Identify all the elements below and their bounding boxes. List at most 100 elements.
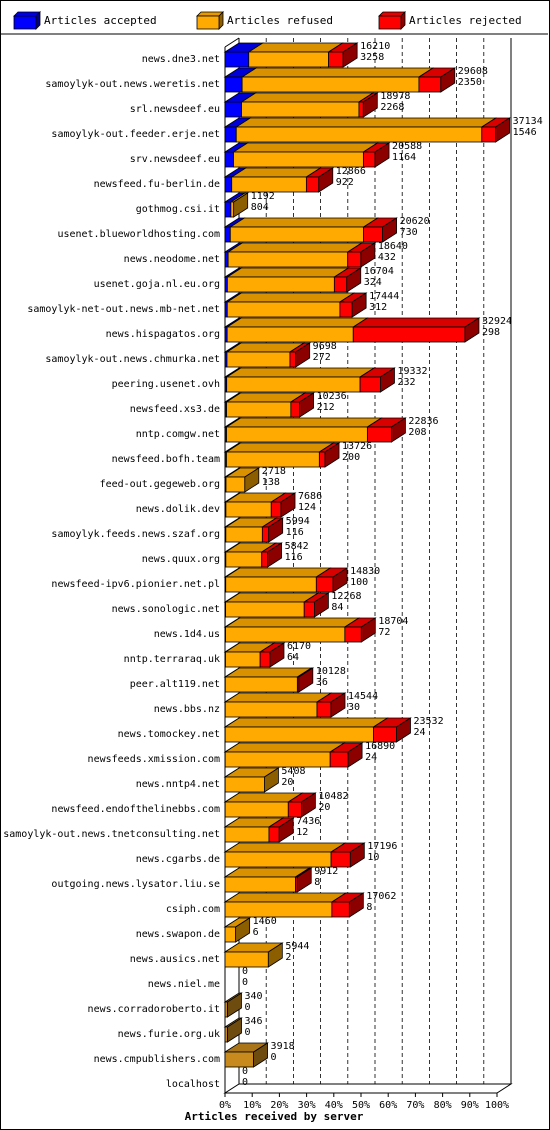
accepted-label: 1546	[513, 127, 537, 138]
total-label: 9912	[314, 866, 338, 877]
accepted-label: 124	[298, 502, 316, 513]
category-label: csiph.com	[166, 904, 220, 915]
accepted-label: 1164	[392, 152, 416, 163]
x-tick-label: 10%	[243, 1100, 261, 1111]
bar-segment-refused	[230, 201, 235, 218]
total-label: 2718	[262, 466, 286, 477]
bar-segment-refused-top	[228, 217, 379, 228]
category-label: usenet.blueworldhosting.com	[57, 229, 220, 240]
bar-row	[223, 442, 341, 468]
accepted-label: 3258	[360, 52, 384, 63]
bar-segment-refused-top	[223, 692, 333, 703]
accepted-label: 20	[318, 802, 330, 813]
bar-segment-refused	[225, 651, 261, 668]
bar-segment-accepted	[224, 201, 232, 218]
bar-segment-rejected	[315, 576, 334, 593]
bar-segment-rejected	[303, 601, 315, 618]
bar-side	[300, 792, 316, 818]
bar-row	[223, 692, 347, 718]
x-axis-floor	[223, 1083, 513, 1094]
category-label: samoylyk.feeds.news.szaf.org	[51, 529, 220, 540]
bar-segment-accepted	[224, 226, 231, 243]
bar-side	[235, 917, 251, 943]
accepted-label: 20	[281, 777, 293, 788]
accepted-label: 64	[287, 652, 299, 663]
accepted-label: 804	[251, 202, 269, 213]
category-label: samoylyk-out.feeder.erje.net	[51, 129, 220, 140]
total-label: 29608	[458, 66, 488, 77]
bar-side	[253, 1042, 268, 1068]
category-label: newsfeeds.xmission.com	[88, 754, 220, 765]
accepted-label: 36	[316, 677, 328, 688]
total-label: 19332	[397, 366, 427, 377]
category-label: news.cmpublishers.com	[94, 1054, 220, 1065]
bar-segment-refused-top	[240, 67, 435, 78]
bar-segment-rejected	[331, 901, 350, 918]
legend-label: Articles refused	[227, 14, 333, 27]
bar-segment-accepted	[224, 251, 229, 268]
bar-segment-refused	[231, 176, 307, 193]
bar-side	[360, 617, 376, 643]
bar-segment-rejected	[333, 276, 348, 293]
bar-row	[223, 917, 252, 943]
bar-side	[264, 767, 279, 793]
bar-row	[223, 867, 313, 893]
bar-side	[351, 292, 367, 318]
legend-refused: Articles refused	[196, 11, 333, 30]
total-label: 6170	[287, 641, 311, 652]
bar-segment-accepted	[224, 51, 250, 68]
legend: Articles accepted Articles refused Article…	[1, 11, 548, 35]
bar-segment-refused	[225, 476, 246, 493]
bar-segment-rejected	[329, 751, 349, 768]
total-label: 5842	[285, 541, 309, 552]
bar-segment-refused-top	[224, 592, 320, 603]
legend-label: Articles accepted	[44, 14, 157, 27]
bar-segment-refused	[225, 626, 346, 643]
bar-side	[278, 817, 294, 843]
category-label: newsfeed.fu-berlin.de	[94, 179, 220, 190]
total-label: 346	[245, 1016, 263, 1027]
accepted-label: 324	[364, 277, 382, 288]
bar-side	[382, 217, 397, 243]
bar-side	[296, 867, 312, 893]
category-label: news.neodome.net	[124, 254, 220, 265]
bar-row	[223, 667, 315, 693]
total-label: 14830	[350, 566, 380, 577]
bar-segment-rejected	[328, 51, 344, 68]
bar-segment-refused-top	[234, 117, 498, 128]
bar-side	[396, 717, 411, 743]
bar-row	[223, 1042, 269, 1068]
bar-segment-accepted	[224, 151, 234, 168]
bar-segment-rejected	[347, 251, 362, 268]
bar-row	[223, 267, 363, 293]
bar-segment-refused	[225, 601, 305, 618]
bar-side	[440, 67, 456, 93]
x-tick-label: 30%	[298, 1100, 316, 1111]
total-label: 17444	[369, 291, 399, 302]
total-label: 12866	[336, 166, 366, 177]
total-label: 22836	[408, 416, 438, 427]
x-tick-label: 50%	[352, 1100, 370, 1111]
bar-segment-refused	[224, 776, 265, 793]
bar-segment-refused	[227, 251, 349, 268]
bar-segment-refused	[224, 926, 237, 943]
category-label: gothmog.csi.it	[136, 204, 220, 215]
bar-segment-rejected	[259, 651, 271, 668]
bar-side	[332, 567, 348, 593]
x-tick-label: 70%	[406, 1100, 424, 1111]
category-label: localhost	[166, 1079, 220, 1090]
total-label: 10482	[318, 791, 348, 802]
bar-segment-rejected	[316, 701, 332, 718]
bar-side	[269, 642, 285, 668]
bar-segment-refused	[225, 551, 263, 568]
bar-segment-rejected	[358, 101, 364, 118]
bar-row	[223, 467, 261, 493]
total-label: 7436	[296, 816, 320, 827]
bar-side	[314, 592, 329, 618]
accepted-label: 0	[242, 1077, 248, 1088]
accepted-label: 272	[313, 352, 331, 363]
bar-side	[280, 492, 296, 518]
category-label: news.swapon.de	[136, 929, 220, 940]
